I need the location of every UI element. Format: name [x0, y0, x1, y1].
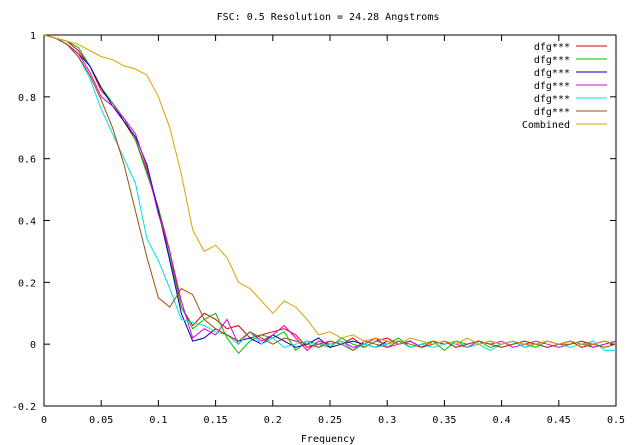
y-tick-label: 0.6	[18, 155, 36, 166]
legend-label: Combined	[522, 120, 570, 131]
series-line	[43, 34, 617, 348]
y-tick-label: 0.8	[18, 93, 36, 104]
x-tick-label: 0.4	[493, 415, 511, 426]
series-lines	[43, 34, 617, 355]
series-line	[43, 34, 617, 348]
y-tick-label: -0.2	[12, 402, 36, 413]
series-line	[43, 34, 617, 352]
x-tick-label: 0.25	[318, 415, 342, 426]
x-tick-label: 0.5	[607, 415, 625, 426]
x-tick-label: 0.15	[204, 415, 228, 426]
series-line	[43, 34, 617, 345]
x-axis: 0 0.05 0.1 0.15 0.2 0.25 0.3 0.35 0.4 0.45 0.5	[41, 35, 625, 426]
legend-label: dfg***	[534, 55, 570, 66]
legend-label: dfg***	[534, 42, 570, 53]
legend-label: dfg***	[534, 107, 570, 118]
y-tick-label: 0.2	[18, 278, 36, 289]
legend-label: dfg***	[534, 81, 570, 92]
legend: dfg*** dfg*** dfg*** dfg*** dfg*** dfg*** Comb…	[522, 42, 607, 131]
x-tick-label: 0.35	[432, 415, 456, 426]
series-line	[43, 34, 616, 351]
x-tick-label: 0.1	[149, 415, 167, 426]
legend-label: dfg***	[534, 94, 570, 105]
series-line	[43, 34, 617, 355]
y-tick-label: 0.4	[18, 217, 36, 228]
x-tick-label: 0.05	[89, 415, 113, 426]
x-tick-label: 0.45	[547, 415, 571, 426]
y-tick-label: 0	[30, 340, 36, 351]
legend-label: dfg***	[534, 68, 570, 79]
y-tick-label: 1	[30, 31, 36, 42]
x-tick-label: 0.3	[378, 415, 396, 426]
x-tick-label: 0.2	[264, 415, 282, 426]
plot-frame	[43, 34, 617, 407]
y-axis: -0.2 0 0.2 0.4 0.6 0.8 1	[12, 31, 616, 413]
series-line	[43, 34, 617, 351]
x-axis-label: Frequency	[301, 434, 355, 445]
x-tick-label: 0	[41, 415, 47, 426]
chart-title: FSC: 0.5 Resolution = 24.28 Angstroms	[217, 12, 440, 23]
